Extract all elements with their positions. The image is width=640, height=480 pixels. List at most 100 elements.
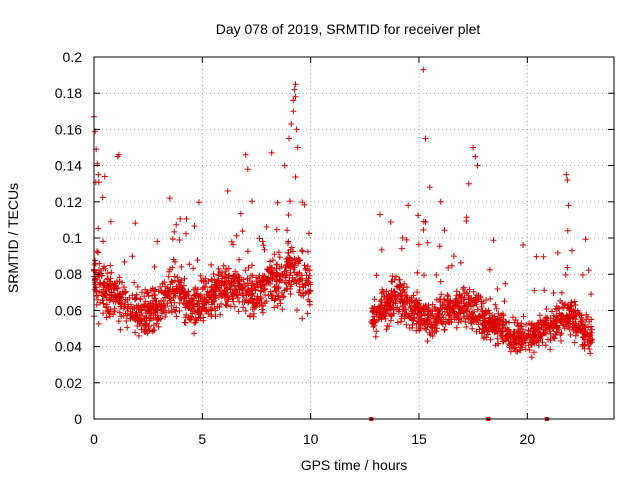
- data-point: [271, 304, 278, 311]
- data-point: [463, 308, 470, 315]
- data-point: [380, 293, 387, 300]
- x-tick-label: 15: [411, 431, 427, 447]
- data-point: [423, 326, 430, 333]
- data-point: [248, 272, 254, 279]
- data-point: [275, 249, 282, 256]
- data-point: [567, 312, 574, 319]
- data-point: [371, 319, 378, 326]
- data-point: [483, 297, 489, 304]
- data-point: [291, 277, 298, 283]
- data-point-outlier: [405, 202, 412, 209]
- data-point: [420, 226, 427, 233]
- data-point: [445, 319, 452, 326]
- data-point: [161, 302, 168, 309]
- data-point: [512, 317, 519, 323]
- data-point: [424, 239, 431, 246]
- data-point: [298, 247, 305, 254]
- data-point: [157, 283, 164, 290]
- data-point: [242, 267, 249, 274]
- data-point: [294, 307, 300, 314]
- data-point: [508, 334, 514, 341]
- data-point: [135, 332, 142, 339]
- data-point: [162, 283, 169, 290]
- data-point: [495, 320, 502, 327]
- data-point: [422, 317, 428, 324]
- data-point: [95, 225, 102, 232]
- data-point: [439, 302, 446, 309]
- data-point: [228, 238, 235, 245]
- y-tick-label: 0.12: [55, 194, 82, 210]
- data-point: [197, 293, 204, 300]
- data-point: [238, 283, 245, 290]
- data-point: [500, 338, 507, 345]
- data-point: [385, 291, 392, 298]
- x-tick-label: 5: [198, 431, 206, 447]
- data-point: [215, 265, 222, 272]
- data-point: [433, 272, 440, 278]
- data-point: [587, 350, 594, 357]
- data-point: [493, 305, 500, 312]
- data-point: [149, 305, 155, 312]
- data-point: [573, 320, 580, 327]
- data-point: [557, 331, 564, 338]
- data-point: [176, 282, 183, 289]
- data-point: [261, 246, 268, 253]
- data-point: [540, 253, 547, 260]
- data-point: [253, 274, 260, 281]
- data-point: [143, 314, 150, 321]
- data-point: [582, 236, 589, 243]
- data-point: [208, 276, 215, 283]
- data-point: [134, 283, 141, 290]
- data-point: [235, 291, 242, 298]
- data-point: [424, 307, 431, 314]
- data-point: [248, 291, 254, 298]
- data-point: [511, 345, 518, 352]
- data-point: [558, 289, 565, 296]
- data-point: [392, 300, 399, 307]
- data-point: [121, 284, 127, 291]
- data-point: [203, 307, 210, 314]
- data-point: [270, 273, 277, 280]
- data-point: [134, 323, 141, 329]
- data-point: [494, 286, 501, 292]
- data-point: [149, 328, 156, 335]
- data-point: [215, 272, 222, 279]
- data-point: [558, 337, 564, 344]
- data-point: [441, 327, 448, 333]
- data-point: [422, 302, 429, 309]
- data-point: [190, 286, 197, 293]
- data-point: [382, 315, 389, 322]
- data-point: [246, 277, 253, 284]
- data-point: [144, 303, 151, 310]
- data-point: [306, 288, 313, 295]
- y-tick-label: 0.04: [55, 339, 82, 355]
- axis-ticks: 0 0.02 0.04 0.06 0.08 0.1 0.12 0.14 0.16 0.18 0.2 0…: [55, 49, 614, 447]
- data-point: [522, 346, 529, 353]
- data-point: [472, 299, 479, 306]
- data-point: [132, 220, 139, 227]
- data-point: [478, 303, 485, 310]
- data-point: [145, 325, 152, 331]
- data-point: [233, 232, 240, 239]
- data-point: [228, 282, 235, 289]
- data-point: [102, 265, 109, 272]
- data-point: [147, 316, 154, 322]
- data-point: [162, 313, 168, 320]
- data-point: [431, 304, 438, 311]
- data-point: [244, 248, 251, 255]
- data-point: [386, 302, 393, 309]
- data-point: [468, 303, 475, 310]
- data-point: [183, 230, 189, 237]
- data-point: [190, 265, 197, 272]
- data-point: [537, 317, 544, 324]
- data-point: [170, 294, 177, 301]
- data-point: [403, 306, 409, 313]
- data-point: [575, 324, 582, 331]
- data-point: [133, 303, 140, 310]
- data-point: [137, 306, 144, 313]
- data-point: [100, 292, 107, 299]
- data-point-outlier: [292, 81, 299, 88]
- data-point: [520, 313, 527, 320]
- data-point: [469, 314, 476, 321]
- data-point: [118, 313, 125, 320]
